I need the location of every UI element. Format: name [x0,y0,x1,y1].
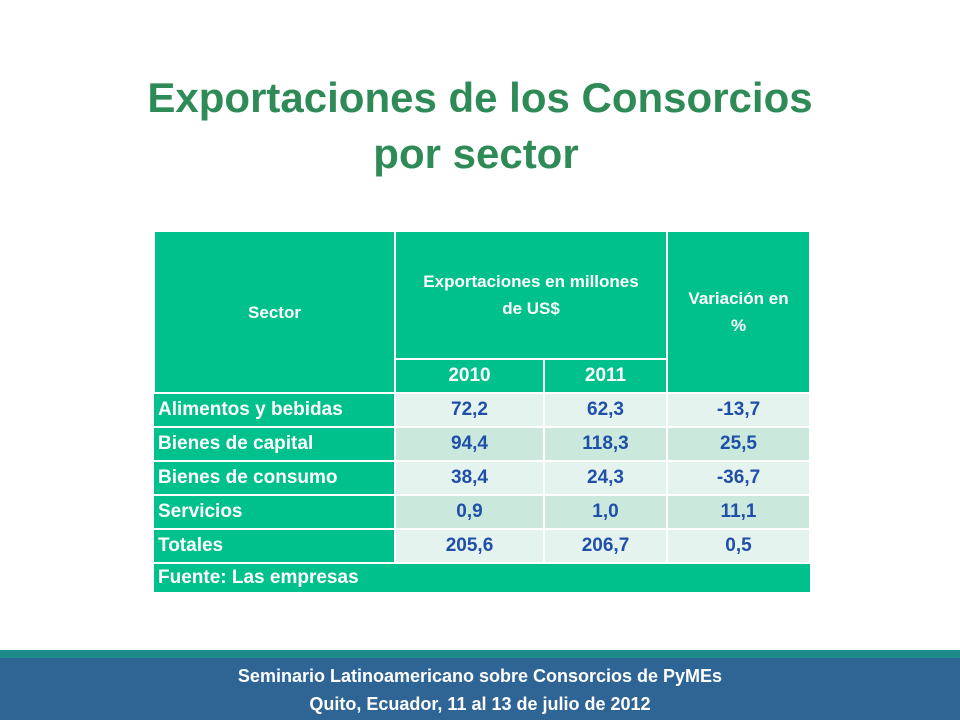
footer-accent-line [0,650,960,658]
footer-event-name: Seminario Latinoamericano sobre Consorci… [237,666,723,686]
row-value-2010: 94,4 [394,426,545,462]
slide-title-line-1: Exportaciones de los Consorcios [147,74,813,121]
row-value-2011: 118,3 [542,426,669,462]
table-row: Totales 205,6 206,7 0,5 [154,528,812,564]
row-sector: Bienes de capital [154,426,395,462]
exports-table: Sector Exportaciones en millones de US$ … [153,230,812,592]
row-value-2011: 24,3 [542,460,669,496]
table-row: Alimentos y bebidas 72,2 62,3 -13,7 [154,392,812,428]
row-variation: -36,7 [666,460,812,496]
row-variation: 0,5 [666,528,812,564]
row-value-2011: 1,0 [542,494,669,530]
table-row: Bienes de capital 94,4 118,3 25,5 [154,426,812,462]
row-sector: Servicios [154,494,395,530]
footer-event-location-date: Quito, Ecuador, 11 al 13 de julio de 201… [309,694,651,714]
header-sector: Sector [153,230,396,394]
header-variation: Variación en % [666,230,812,394]
header-year-2010: 2010 [394,358,545,394]
table-row: Servicios 0,9 1,0 11,1 [154,494,812,530]
row-sector: Bienes de consumo [154,460,395,496]
row-value-2011: 206,7 [542,528,669,564]
slide-title-line-2: por sector [373,130,579,177]
table-row: Bienes de consumo 38,4 24,3 -36,7 [154,460,812,496]
footer-banner: Seminario Latinoamericano sobre Consorci… [0,658,960,720]
row-variation: 25,5 [666,426,812,462]
row-sector: Alimentos y bebidas [154,392,395,428]
row-sector: Totales [154,528,395,564]
row-value-2010: 205,6 [394,528,545,564]
row-variation: 11,1 [666,494,812,530]
header-exports: Exportaciones en millones de US$ [393,230,669,360]
row-value-2010: 72,2 [394,392,545,428]
row-value-2010: 0,9 [394,494,545,530]
row-variation: -13,7 [666,392,812,428]
header-year-2011: 2011 [542,358,669,394]
row-value-2010: 38,4 [394,460,545,496]
row-value-2011: 62,3 [542,392,669,428]
table-source-note: Fuente: Las empresas [154,562,811,592]
